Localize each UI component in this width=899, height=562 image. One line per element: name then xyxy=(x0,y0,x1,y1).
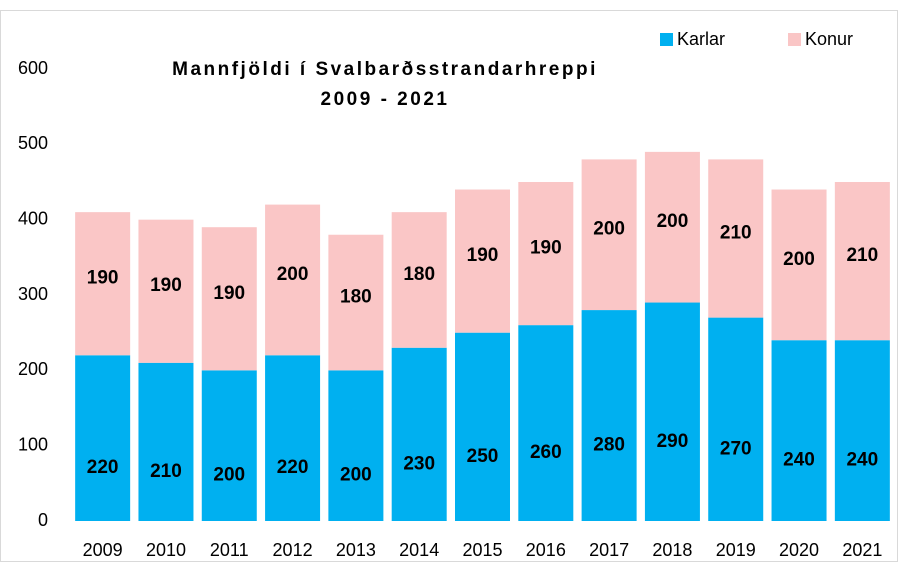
bar-segment xyxy=(201,227,257,371)
data-label: 190 xyxy=(530,238,562,259)
x-tick-label: 2018 xyxy=(652,540,692,560)
bar-segment xyxy=(391,212,447,348)
bar-segment xyxy=(708,317,764,521)
legend-label: Konur xyxy=(805,29,853,49)
data-label: 210 xyxy=(720,223,752,244)
data-label: 190 xyxy=(467,245,499,266)
y-tick-label: 500 xyxy=(18,133,48,153)
data-label: 200 xyxy=(213,465,245,486)
data-label: 200 xyxy=(340,465,372,486)
bar-segment xyxy=(834,182,890,341)
x-tick-label: 2010 xyxy=(146,540,186,560)
x-tick-label: 2012 xyxy=(273,540,313,560)
bar-segment xyxy=(771,340,827,521)
data-label: 290 xyxy=(657,431,689,452)
x-tick-label: 2009 xyxy=(83,540,123,560)
x-tick-label: 2011 xyxy=(210,540,249,560)
data-label: 180 xyxy=(340,287,372,308)
bar-segment xyxy=(581,310,637,521)
bar-segment xyxy=(708,159,764,318)
y-tick-label: 100 xyxy=(18,434,48,454)
data-label: 190 xyxy=(87,268,119,289)
data-label: 180 xyxy=(403,264,435,285)
bar-segment xyxy=(328,370,384,521)
bar-segment xyxy=(391,347,447,521)
data-label: 220 xyxy=(277,457,309,478)
data-label: 200 xyxy=(277,264,309,285)
data-label: 240 xyxy=(846,450,878,471)
x-tick-label: 2013 xyxy=(336,540,376,560)
bar-segment xyxy=(771,189,827,341)
x-tick-label: 2016 xyxy=(526,540,566,560)
bar-segment xyxy=(265,355,321,521)
data-label: 190 xyxy=(213,283,245,304)
bar-segment xyxy=(518,182,574,326)
bar-segment xyxy=(201,370,257,521)
y-tick-label: 300 xyxy=(18,284,48,304)
bar-segment xyxy=(581,159,637,311)
data-label: 240 xyxy=(783,450,815,471)
data-label: 190 xyxy=(150,275,182,296)
y-tick-label: 0 xyxy=(38,510,48,530)
chart-title: 2009 - 2021 xyxy=(321,89,450,110)
x-tick-label: 2021 xyxy=(842,540,882,560)
data-label: 280 xyxy=(593,435,625,456)
bar-segment xyxy=(644,151,700,303)
data-label: 270 xyxy=(720,438,752,459)
x-tick-label: 2017 xyxy=(589,540,629,560)
x-tick-label: 2019 xyxy=(716,540,756,560)
data-label: 200 xyxy=(593,219,625,240)
bar-segment xyxy=(518,325,574,521)
y-tick-label: 600 xyxy=(18,58,48,78)
bar-segment xyxy=(75,355,131,521)
bar-segment xyxy=(75,212,131,356)
bar-segment xyxy=(328,234,384,371)
data-label: 210 xyxy=(846,245,878,266)
x-tick-label: 2020 xyxy=(779,540,819,560)
data-label: 220 xyxy=(87,457,119,478)
y-tick-label: 200 xyxy=(18,359,48,379)
bar-segment xyxy=(644,302,700,521)
x-tick-label: 2015 xyxy=(462,540,502,560)
bar-segment xyxy=(455,189,510,333)
legend-label: Karlar xyxy=(677,29,725,49)
data-label: 200 xyxy=(657,211,689,232)
data-label: 200 xyxy=(783,249,815,270)
x-tick-label: 2014 xyxy=(399,540,439,560)
data-label: 250 xyxy=(467,446,499,467)
bar-segment xyxy=(138,219,194,363)
bar-segment xyxy=(265,204,321,356)
bar-segment xyxy=(455,332,510,521)
bar-segment xyxy=(138,362,194,521)
bar-segment xyxy=(834,340,890,521)
legend-swatch xyxy=(660,33,673,46)
data-label: 230 xyxy=(403,453,435,474)
chart-title: Mannfjöldi í Svalbarðsstrandarhreppi xyxy=(172,59,598,80)
y-tick-label: 400 xyxy=(18,208,48,228)
data-label: 260 xyxy=(530,442,562,463)
legend-swatch xyxy=(788,33,801,46)
data-label: 210 xyxy=(150,461,182,482)
